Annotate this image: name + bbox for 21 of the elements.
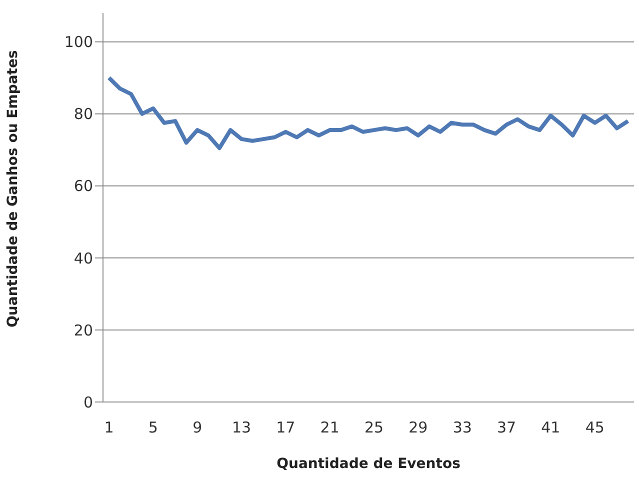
x-tick-label: 33 [452,418,472,437]
x-tick-label: 21 [320,418,340,437]
x-tick-label: 5 [148,418,158,437]
x-tick-label: 1 [104,418,114,437]
y-tick-label: 40 [74,249,93,268]
x-tick-label: 25 [364,418,384,437]
x-tick-label: 17 [276,418,296,437]
x-tick-label: 13 [232,418,252,437]
line-series [107,76,630,150]
x-tick-label: 29 [408,418,428,437]
y-axis-title: Quantidade de Ganhos ou Empates [4,50,21,328]
y-tick-label: 80 [74,105,93,124]
x-tick-label: 41 [541,418,560,437]
y-tick-label: 100 [64,33,93,52]
x-axis-title: Quantidade de Eventos [276,456,460,472]
y-tick-label: 60 [74,177,93,196]
y-tick-label: 20 [74,321,93,340]
x-tick-label: 45 [585,418,604,437]
x-tick-label: 9 [192,418,202,437]
y-tick-label: 0 [83,393,93,412]
x-tick-label: 37 [496,418,516,437]
